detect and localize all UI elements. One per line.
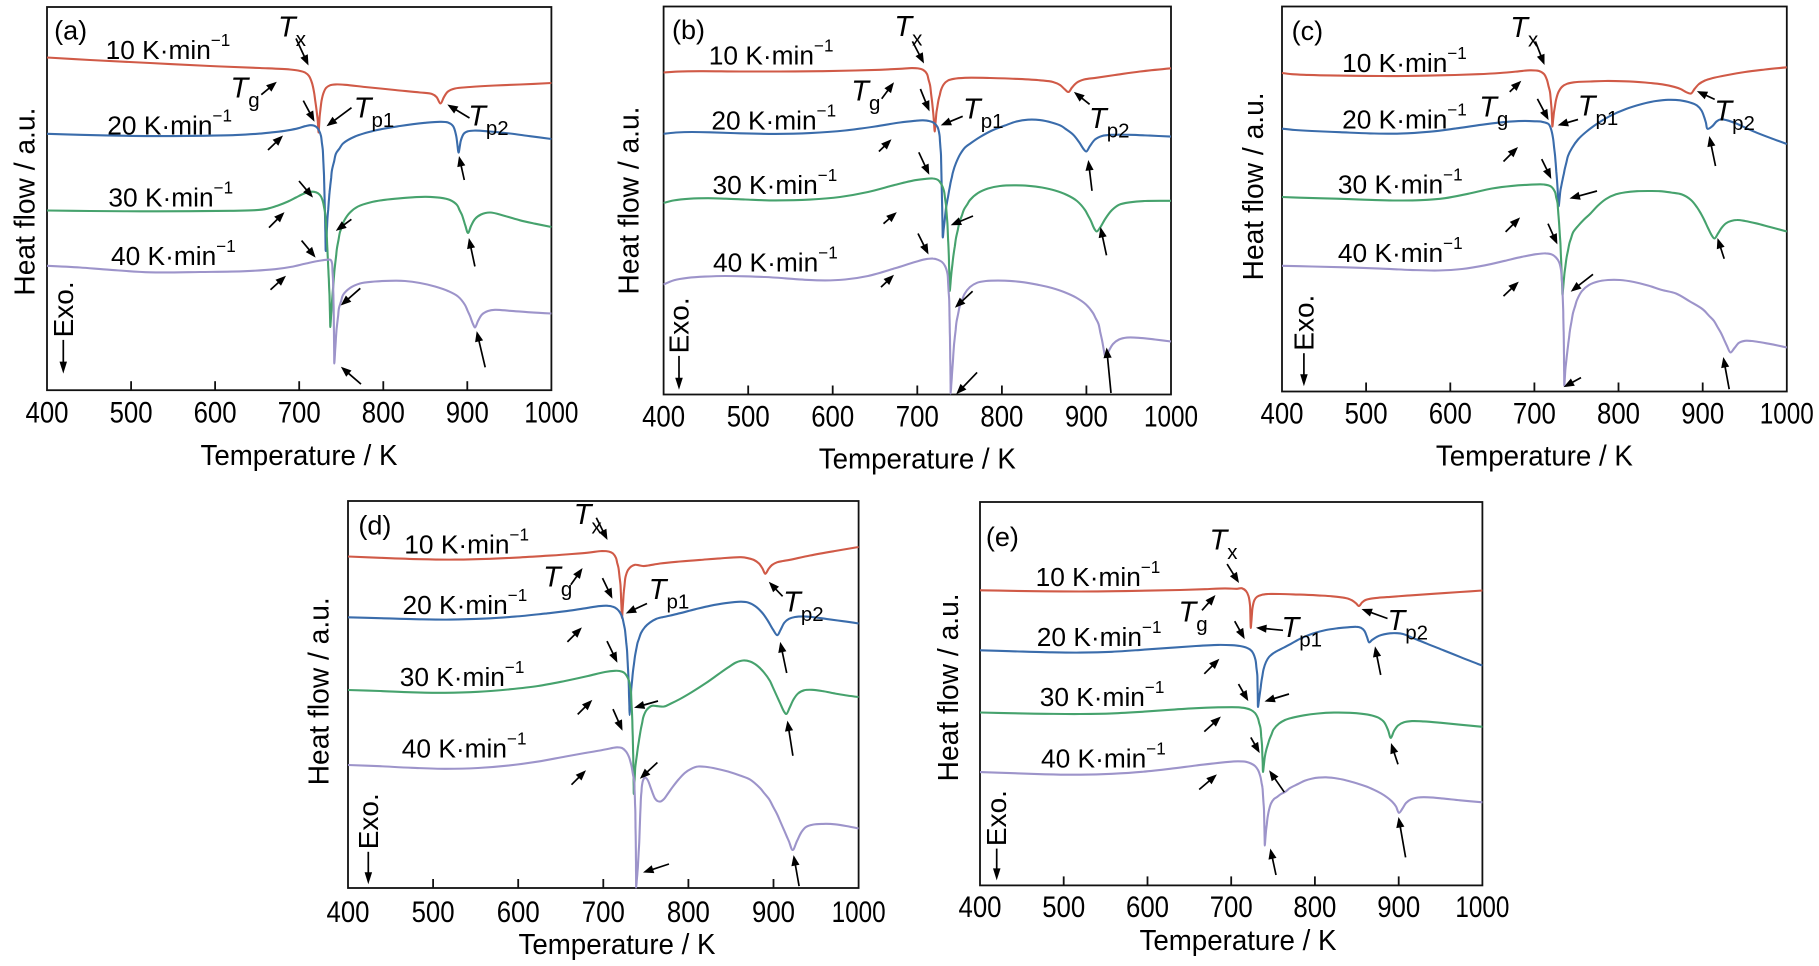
svg-text:(d): (d)	[358, 511, 391, 541]
svg-text:900: 900	[1681, 397, 1724, 430]
svg-text:600: 600	[1429, 397, 1472, 430]
svg-text:10 K·min−1: 10 K·min−1	[1342, 44, 1467, 78]
svg-text:(b): (b)	[672, 15, 705, 45]
svg-text:900: 900	[446, 397, 489, 430]
svg-text:1000: 1000	[832, 896, 886, 929]
svg-text:Heat flow / a.u.: Heat flow / a.u.	[614, 107, 646, 295]
svg-text:700: 700	[582, 896, 625, 929]
svg-text:30 K·min−1: 30 K·min−1	[1338, 166, 1463, 200]
svg-text:400: 400	[959, 891, 1002, 924]
svg-text:10 K·min−1: 10 K·min−1	[709, 36, 834, 70]
svg-text:400: 400	[327, 896, 370, 929]
svg-text:400: 400	[1261, 397, 1304, 430]
svg-text:30 K·min−1: 30 K·min−1	[713, 166, 838, 200]
svg-text:20 K·min−1: 20 K·min−1	[107, 107, 232, 141]
svg-text:1000: 1000	[524, 397, 578, 430]
svg-text:900: 900	[752, 896, 795, 929]
svg-text:(c): (c)	[1292, 16, 1323, 46]
svg-text:Temperature / K: Temperature / K	[819, 444, 1016, 476]
svg-text:900: 900	[1377, 891, 1420, 924]
svg-text:1000: 1000	[1455, 891, 1509, 924]
svg-text:10 K·min−1: 10 K·min−1	[404, 526, 529, 560]
svg-text:10 K·min−1: 10 K·min−1	[1036, 558, 1161, 592]
svg-text:600: 600	[811, 400, 854, 433]
svg-text:800: 800	[362, 397, 405, 430]
svg-text:700: 700	[1513, 397, 1556, 430]
svg-text:800: 800	[667, 896, 710, 929]
svg-text:1000: 1000	[1144, 400, 1198, 433]
svg-text:800: 800	[1597, 397, 1640, 430]
svg-text:40 K·min−1: 40 K·min−1	[111, 237, 236, 271]
svg-text:Exo.: Exo.	[353, 793, 384, 849]
svg-text:500: 500	[727, 400, 770, 433]
svg-text:20 K·min−1: 20 K·min−1	[711, 102, 836, 136]
svg-text:(e): (e)	[986, 522, 1019, 552]
svg-text:500: 500	[412, 896, 455, 929]
svg-text:Exo.: Exo.	[48, 281, 79, 337]
svg-text:Exo.: Exo.	[1288, 295, 1319, 351]
svg-text:Heat flow / a.u.: Heat flow / a.u.	[1238, 92, 1270, 280]
svg-text:400: 400	[26, 397, 69, 430]
svg-text:Temperature / K: Temperature / K	[1140, 925, 1337, 957]
svg-text:600: 600	[1126, 891, 1169, 924]
svg-text:700: 700	[896, 400, 939, 433]
svg-text:Heat flow / a.u.: Heat flow / a.u.	[304, 597, 336, 785]
svg-text:40 K·min−1: 40 K·min−1	[1338, 234, 1463, 268]
svg-text:20 K·min−1: 20 K·min−1	[403, 586, 528, 620]
svg-text:30 K·min−1: 30 K·min−1	[108, 179, 233, 213]
svg-text:Heat flow / a.u.: Heat flow / a.u.	[10, 108, 42, 296]
svg-text:700: 700	[278, 397, 321, 430]
svg-text:Exo.: Exo.	[664, 297, 695, 353]
svg-text:Temperature / K: Temperature / K	[201, 440, 398, 472]
svg-text:500: 500	[110, 397, 153, 430]
svg-text:Temperature / K: Temperature / K	[1436, 441, 1633, 473]
svg-text:900: 900	[1065, 400, 1108, 433]
svg-text:700: 700	[1210, 891, 1253, 924]
svg-text:(a): (a)	[54, 16, 87, 46]
svg-text:800: 800	[980, 400, 1023, 433]
svg-text:800: 800	[1293, 891, 1336, 924]
svg-text:20 K·min−1: 20 K·min−1	[1342, 101, 1467, 135]
svg-text:1000: 1000	[1760, 397, 1814, 430]
svg-text:Heat flow / a.u.: Heat flow / a.u.	[933, 593, 965, 781]
svg-text:Exo.: Exo.	[981, 790, 1012, 846]
svg-text:500: 500	[1345, 397, 1388, 430]
svg-text:600: 600	[194, 397, 237, 430]
svg-text:40 K·min−1: 40 K·min−1	[402, 729, 527, 763]
svg-text:500: 500	[1042, 891, 1085, 924]
svg-text:40 K·min−1: 40 K·min−1	[1041, 739, 1166, 773]
svg-text:Tp1: Tp1	[1282, 612, 1323, 652]
svg-text:20 K·min−1: 20 K·min−1	[1037, 618, 1162, 652]
svg-text:600: 600	[497, 896, 540, 929]
svg-text:Temperature / K: Temperature / K	[519, 929, 716, 961]
svg-text:30 K·min−1: 30 K·min−1	[400, 658, 525, 692]
svg-text:400: 400	[642, 400, 685, 433]
svg-text:40 K·min−1: 40 K·min−1	[713, 244, 838, 278]
svg-text:30 K·min−1: 30 K·min−1	[1040, 678, 1165, 712]
svg-text:10 K·min−1: 10 K·min−1	[106, 31, 231, 65]
